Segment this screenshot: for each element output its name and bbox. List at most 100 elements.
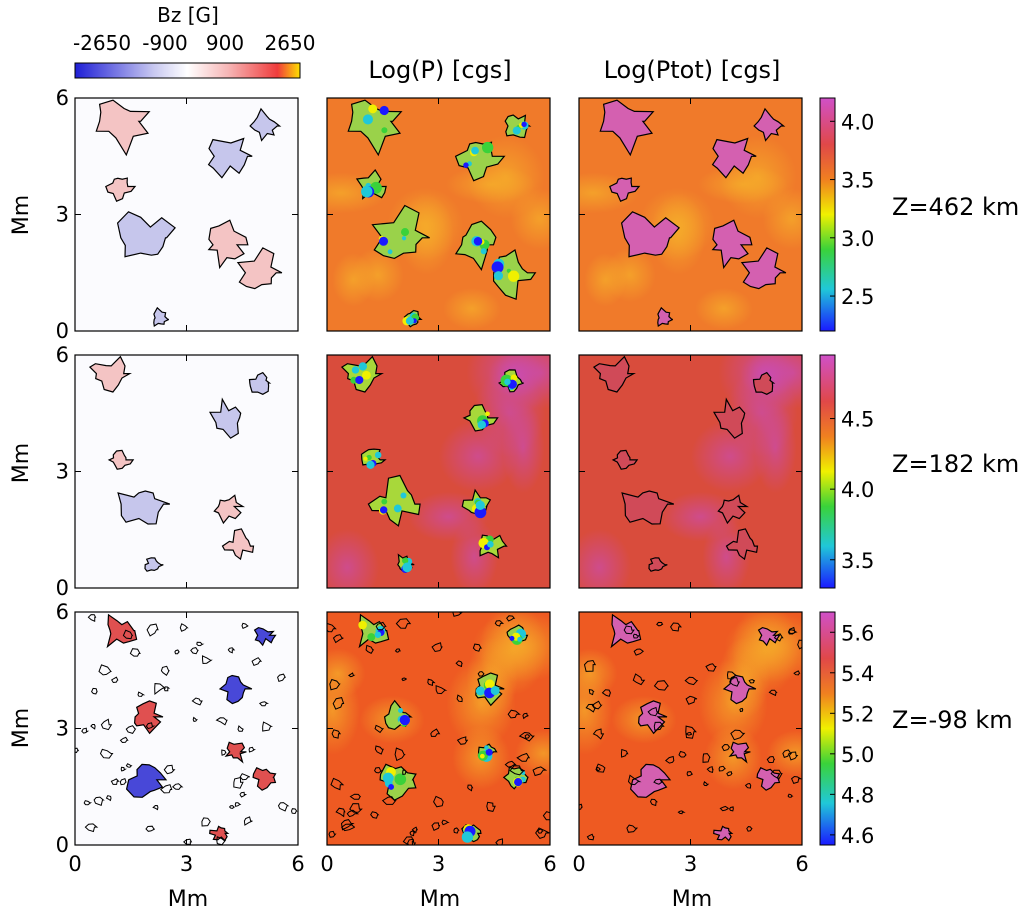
contour-fragment bbox=[591, 700, 603, 710]
pressure-speckle bbox=[366, 454, 372, 461]
flux-concentration bbox=[599, 99, 655, 157]
flux-concentration bbox=[717, 494, 750, 525]
row-colorbars: 4.0 3.5 3.0 2.5 4.5 4.0 3.5 5.6 5.4 5.2 5.0 4.8 4.6 bbox=[819, 97, 874, 848]
flux-concentration bbox=[125, 763, 168, 798]
pressure-speckle bbox=[461, 831, 474, 843]
contour-fragment bbox=[653, 680, 670, 691]
contour-fragment bbox=[331, 729, 342, 739]
contour-fragment bbox=[258, 701, 270, 707]
y-tick-label: 3 bbox=[56, 460, 69, 484]
colorbar-tick-label: 5.6 bbox=[841, 621, 874, 645]
contour-fragment bbox=[407, 838, 417, 845]
contour-fragment bbox=[348, 672, 356, 678]
contour-fragment bbox=[685, 725, 697, 739]
contour-fragment bbox=[332, 634, 344, 644]
bz-colorbar: Bz [G] -2650 -900 900 2650 bbox=[73, 3, 315, 79]
pressure-speckle bbox=[484, 679, 495, 689]
contour-fragment bbox=[190, 647, 199, 655]
contour-fragment bbox=[105, 795, 112, 802]
flux-concentration bbox=[208, 397, 242, 439]
flux-concentration bbox=[207, 137, 253, 179]
contour-fragment bbox=[374, 766, 384, 774]
x-tick-label: 3 bbox=[180, 852, 193, 876]
pressure-speckle bbox=[493, 271, 504, 281]
contour-fragment bbox=[93, 796, 105, 806]
pressure-mottle bbox=[445, 165, 537, 204]
flux-concentration bbox=[207, 219, 249, 270]
contour-fragment bbox=[441, 819, 450, 826]
contour-fragment bbox=[472, 643, 482, 652]
flux-concentration bbox=[712, 397, 746, 439]
contour-fragment bbox=[477, 671, 485, 677]
contour-fragment bbox=[744, 782, 752, 789]
contour-fragment bbox=[664, 755, 675, 764]
contour-fragment bbox=[524, 734, 531, 739]
contour-fragment bbox=[706, 766, 714, 774]
contour-fragment bbox=[239, 773, 250, 781]
contour-fragment bbox=[375, 621, 387, 631]
bz-tick-label: -900 bbox=[142, 31, 187, 55]
colorbar-gradient bbox=[819, 97, 836, 332]
bz-colorbar-gradient bbox=[74, 62, 301, 79]
contour-fragment bbox=[455, 660, 463, 668]
contour-fragment bbox=[509, 765, 525, 776]
pressure-mottle bbox=[766, 730, 802, 777]
row-colorbar: 4.5 4.0 3.5 bbox=[819, 354, 874, 589]
x-tick-label: 3 bbox=[432, 852, 445, 876]
contour-fragment bbox=[506, 615, 516, 622]
contour-fragment bbox=[718, 765, 727, 772]
contour-fragment bbox=[719, 805, 729, 812]
contour-fragment bbox=[705, 663, 717, 672]
pressure-speckle bbox=[481, 141, 494, 154]
pressure-speckle bbox=[487, 541, 494, 548]
pressure-speckle bbox=[379, 236, 389, 246]
contour-fragment bbox=[702, 753, 711, 763]
pressure-speckle bbox=[484, 745, 489, 750]
contour-fragment bbox=[221, 749, 227, 756]
contour-fragment bbox=[626, 824, 639, 833]
pressure-speckle bbox=[379, 105, 389, 116]
contour-fragment bbox=[90, 724, 96, 730]
heatmap-panel: 0 3 6 bbox=[56, 86, 299, 343]
x-tick-label: 0 bbox=[572, 852, 585, 876]
contour-fragment bbox=[770, 769, 783, 780]
pressure-speckle bbox=[393, 504, 402, 513]
flux-concentration bbox=[609, 177, 641, 202]
pressure-speckle bbox=[506, 268, 511, 273]
pressure-speckle bbox=[362, 370, 371, 380]
contour-fragment bbox=[409, 830, 416, 837]
contour-fragment bbox=[119, 777, 127, 786]
contour-fragment bbox=[237, 725, 244, 732]
flux-concentration bbox=[133, 700, 164, 735]
contour-fragment bbox=[430, 728, 441, 737]
pressure-mottle bbox=[697, 165, 789, 204]
colorbar-tick-label: 3.5 bbox=[841, 549, 874, 573]
pressure-speckle bbox=[399, 714, 411, 726]
x-tick-label: 0 bbox=[68, 852, 81, 876]
y-axis-label-row2: Mm bbox=[9, 443, 34, 483]
contour-fragment bbox=[656, 621, 664, 627]
flux-concentration bbox=[347, 99, 403, 157]
contour-fragment bbox=[729, 806, 734, 812]
contour-fragment bbox=[583, 659, 597, 672]
contour-fragment bbox=[239, 791, 248, 798]
flux-concentration bbox=[209, 825, 230, 842]
x-tick-label: 6 bbox=[543, 852, 556, 876]
pressure-mottle bbox=[332, 253, 375, 307]
contour-fragment bbox=[782, 749, 792, 759]
flux-concentration bbox=[249, 107, 282, 142]
contour-fragment bbox=[332, 697, 345, 710]
pressure-speckle bbox=[368, 104, 378, 114]
x-tick-label: 6 bbox=[795, 852, 808, 876]
contour-fragment bbox=[669, 622, 682, 632]
pressure-speckle bbox=[517, 636, 523, 642]
contour-fragment bbox=[340, 819, 355, 831]
contour-fragment bbox=[290, 808, 298, 815]
contour-fragment bbox=[456, 694, 463, 703]
pressure-mottle bbox=[514, 730, 550, 777]
contour-fragment bbox=[191, 697, 203, 706]
contour-fragment bbox=[394, 648, 401, 653]
pressure-speckle bbox=[387, 249, 393, 255]
contour-fragment bbox=[262, 721, 274, 732]
colorbar-tick-label: 5.0 bbox=[841, 743, 874, 767]
